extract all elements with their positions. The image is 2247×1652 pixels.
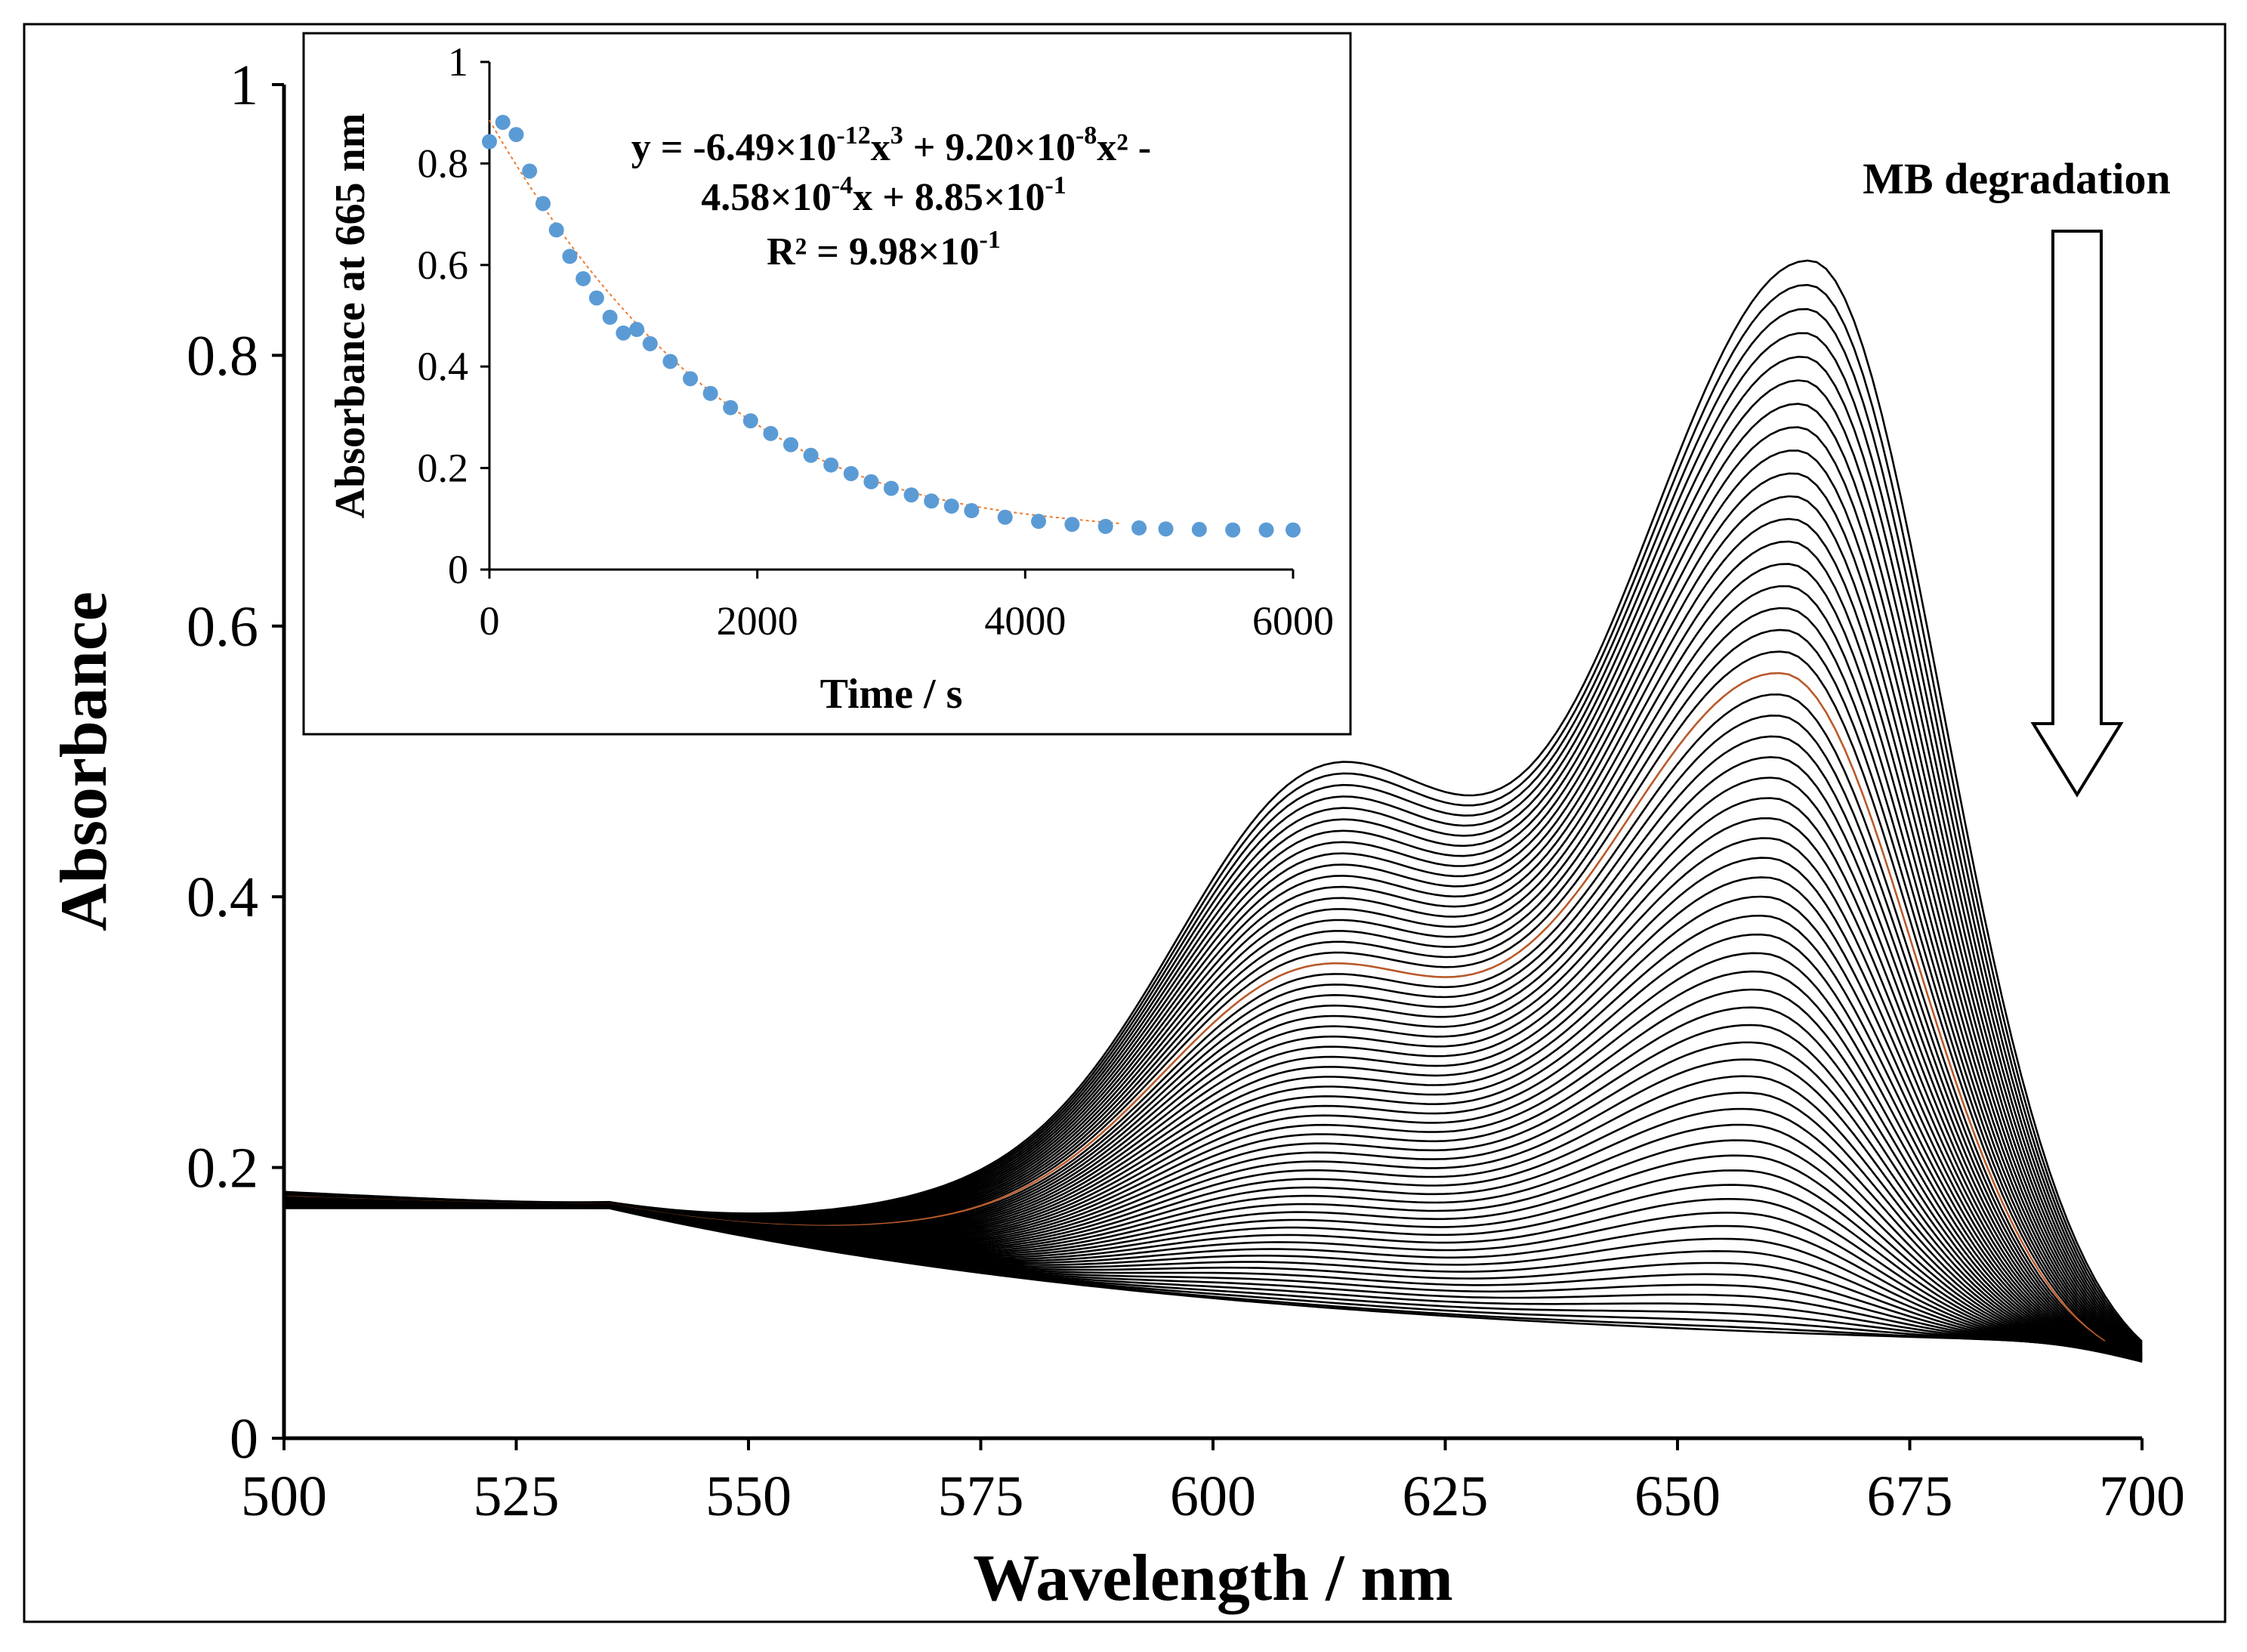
fit-eq-l2b: x + 8.85×10 — [853, 176, 1045, 219]
inset-data-point — [629, 322, 645, 338]
inset-y-tick-label: 0.6 — [418, 242, 469, 288]
inset-data-point — [683, 371, 698, 387]
spectra-lines — [283, 259, 2143, 1363]
main-x-tick-label: 625 — [1403, 1465, 1489, 1528]
inset-data-point — [576, 270, 591, 286]
inset-data-point — [723, 400, 739, 415]
inset-data-point — [1286, 522, 1301, 538]
inset-data-point — [1191, 521, 1207, 537]
inset-x-tick-label: 6000 — [1252, 598, 1334, 644]
fit-r2-exp: -1 — [980, 226, 1001, 254]
main-x-tick-label: 675 — [1867, 1465, 1953, 1528]
inset-y-tick-label: 0.4 — [418, 344, 469, 389]
fit-eq-exp4: -4 — [832, 171, 853, 199]
inset-frame — [302, 32, 1352, 736]
inset-data-point — [602, 310, 618, 326]
main-x-tick-label: 700 — [2099, 1465, 2185, 1528]
inset-y-axis-title: Absorbance at 665 nm — [327, 113, 374, 519]
fit-eq-exp1: -12 — [836, 122, 870, 150]
inset-data-point — [1225, 522, 1241, 538]
inset-fit-line — [489, 119, 1119, 524]
fit-eq-exp2: 3 — [890, 122, 903, 150]
fit-eq-exp3: -8 — [1076, 122, 1097, 150]
inset-data-point — [495, 114, 511, 130]
inset-data-point — [588, 290, 604, 306]
inset-data-point — [1258, 522, 1274, 538]
inset-y-tick-label: 0.2 — [418, 446, 469, 491]
main-x-tick-label: 600 — [1170, 1465, 1256, 1528]
fit-equation-line1: y = -6.49×10-12x3 + 9.20×10-8x² - — [631, 122, 1151, 169]
main-y-tick-label: 0 — [230, 1407, 258, 1471]
main-y-tick-label: 0.8 — [187, 324, 258, 388]
inset-data-point — [548, 222, 564, 238]
inset-y-tick-label: 0 — [448, 547, 468, 592]
inset-data-point — [803, 447, 819, 463]
inset-x-tick-label: 4000 — [984, 598, 1066, 644]
inset-data-point — [562, 249, 578, 264]
degradation-arrow — [2030, 230, 2124, 798]
fit-eq-l1b: x — [871, 126, 890, 169]
inset-data-point — [522, 163, 538, 179]
inset-x-axis-title: Time / s — [820, 671, 963, 718]
inset-x-tick-label: 0 — [480, 598, 500, 644]
inset-data-point — [943, 499, 959, 514]
inset-y-tick-label: 0.8 — [418, 140, 469, 186]
inset-data-point — [997, 509, 1013, 525]
inset-data-point — [662, 354, 678, 369]
inset-data-point — [642, 335, 658, 351]
inset-data-point — [964, 503, 980, 519]
inset-y-tick-label: 1 — [448, 39, 468, 85]
inset-x-tick-label: 2000 — [717, 598, 798, 644]
main-x-tick-label: 575 — [938, 1465, 1024, 1528]
main-x-axis-title: Wavelength / nm — [973, 1542, 1453, 1615]
inset-data-point — [763, 425, 779, 441]
inset-ticks: 0 2000 4000 6000 0 0.2 0.4 0.6 0.8 1 — [418, 39, 1335, 644]
fit-eq-l2a: 4.58×10 — [701, 176, 832, 219]
fit-eq-l1d: x² - — [1097, 126, 1151, 169]
inset-data-point — [1097, 518, 1113, 534]
inset-data-point — [702, 385, 718, 401]
spectrum-line — [284, 1207, 2143, 1345]
main-y-tick-label: 1 — [230, 54, 258, 117]
inset-data-point — [843, 465, 859, 481]
inset-data-point — [1158, 521, 1174, 537]
fit-equation-line2: 4.58×10-4x + 8.85×10-1 — [701, 171, 1066, 219]
inset-data-point — [863, 474, 879, 489]
fit-r-squared: R² = 9.98×10-1 — [767, 226, 1001, 273]
fit-r2-a: R² = 9.98×10 — [767, 230, 979, 273]
inset-data-point — [823, 457, 839, 473]
fit-eq-l1c: + 9.20×10 — [903, 126, 1076, 169]
inset-data-point — [884, 480, 899, 496]
main-y-axis-title: Absorbance — [48, 591, 121, 931]
inset-data-point — [924, 493, 940, 509]
inset-points — [482, 114, 1301, 538]
inset-data-point — [903, 487, 919, 503]
inset-data-point — [783, 437, 798, 452]
main-y-tick-label: 0.2 — [187, 1137, 258, 1200]
inset-data-point — [1131, 520, 1147, 536]
inset-data-point — [616, 325, 631, 341]
main-x-tick-label: 500 — [241, 1465, 327, 1528]
degradation-annotation: MB degradation — [1863, 154, 2171, 203]
main-y-tick-label: 0.4 — [187, 866, 258, 929]
main-y-tick-label: 0.6 — [187, 595, 258, 659]
inset-data-point — [508, 127, 524, 143]
fit-eq-exp5: -1 — [1045, 171, 1066, 199]
inset-data-point — [1064, 517, 1080, 533]
main-ticks: 500 525 550 575 600 625 650 675 700 0 0.2 0.4 0.6 0.8… — [187, 54, 2185, 1528]
main-x-tick-label: 525 — [474, 1465, 560, 1528]
inset-data-point — [1031, 514, 1047, 530]
inset-data-point — [742, 413, 758, 429]
inset-data-point — [482, 134, 497, 150]
main-x-tick-label: 550 — [705, 1465, 792, 1528]
main-x-tick-label: 650 — [1634, 1465, 1721, 1528]
inset-data-point — [535, 196, 551, 212]
fit-eq-l1a: y = -6.49×10 — [631, 126, 837, 169]
